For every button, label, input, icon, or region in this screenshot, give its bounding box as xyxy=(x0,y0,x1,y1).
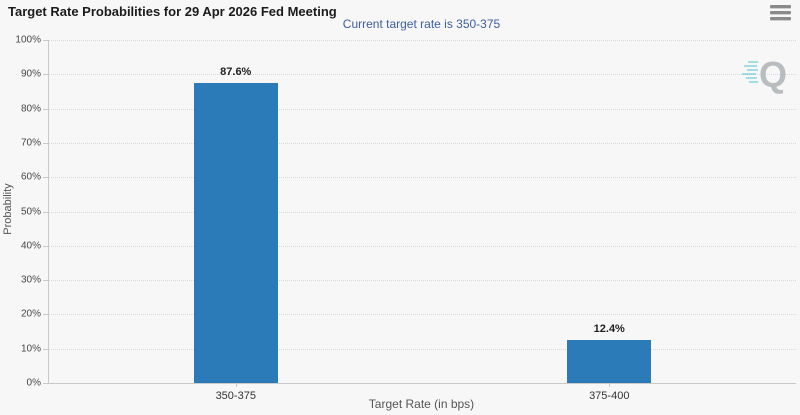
y-axis-tick-label: 40% xyxy=(20,240,41,252)
x-axis-title: Target Rate (in bps) xyxy=(368,397,475,411)
y-axis-tick xyxy=(43,348,48,350)
y-axis-tick-label: 30% xyxy=(20,274,41,286)
bar-value-label: 87.6% xyxy=(220,65,252,78)
gridline xyxy=(49,108,796,110)
quikstrike-watermark-icon: Q xyxy=(742,54,787,95)
gridline xyxy=(49,177,796,179)
probability-bar[interactable] xyxy=(567,340,652,383)
hamburger-bar xyxy=(770,5,791,8)
watermark-letter: Q xyxy=(759,54,787,95)
y-axis-tick xyxy=(43,245,48,247)
gridline xyxy=(49,74,796,76)
plot-area: 0% 10% 20% 30% 40% 50% 60% 70% 80% 90% 100% 87.6% 35… xyxy=(15,35,796,402)
chart-title: Target Rate Probabilities for 29 Apr 202… xyxy=(8,4,337,19)
gridline xyxy=(49,314,796,316)
hamburger-bar xyxy=(770,11,791,14)
y-axis-tick-label: 90% xyxy=(20,68,41,80)
y-axis-tick-label: 70% xyxy=(20,137,41,149)
y-axis-tick-label: 60% xyxy=(20,171,41,183)
y-axis-tick-label: 10% xyxy=(20,343,41,355)
y-axis-tick xyxy=(43,108,48,110)
chart-subtitle: Current target rate is 350-375 xyxy=(342,17,501,31)
x-axis-category-label: 375-400 xyxy=(589,390,630,402)
y-axis-tick xyxy=(43,280,48,282)
x-axis-category-label: 350-375 xyxy=(215,390,256,402)
y-axis-tick-label: 0% xyxy=(26,377,41,389)
y-axis-tick xyxy=(43,177,48,179)
gridline xyxy=(49,142,796,144)
x-axis-tick xyxy=(235,383,237,387)
y-axis-tick xyxy=(43,142,48,144)
y-axis-tick xyxy=(43,211,48,213)
gridline xyxy=(49,211,796,213)
gridline xyxy=(49,245,796,247)
y-axis-tick xyxy=(43,314,48,316)
hamburger-menu-icon[interactable] xyxy=(770,5,791,20)
y-axis-tick-label: 80% xyxy=(20,103,41,115)
probability-bar[interactable] xyxy=(193,82,278,383)
hamburger-bar xyxy=(770,17,791,20)
y-axis-tick-label: 20% xyxy=(20,308,41,320)
gridline xyxy=(49,348,796,350)
y-axis-tick xyxy=(43,40,48,41)
x-axis-tick xyxy=(609,383,611,387)
y-axis-tick-label: 50% xyxy=(20,206,41,217)
y-axis-tick-label: 100% xyxy=(15,34,41,46)
y-axis-tick xyxy=(43,74,48,76)
y-axis-tick xyxy=(43,383,48,384)
y-axis-title: Probability xyxy=(2,183,14,235)
bar-value-label: 12.4% xyxy=(593,323,625,336)
gridline xyxy=(49,40,796,41)
gridline xyxy=(49,280,796,282)
